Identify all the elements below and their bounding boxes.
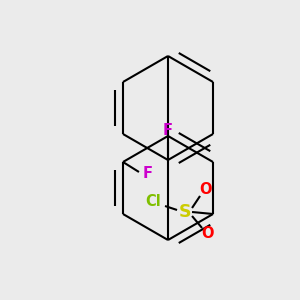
Text: Cl: Cl [145,194,161,209]
Text: O: O [201,226,213,242]
Text: S: S [179,203,191,221]
Text: F: F [163,123,173,138]
Text: F: F [143,167,153,182]
Text: O: O [199,182,211,197]
